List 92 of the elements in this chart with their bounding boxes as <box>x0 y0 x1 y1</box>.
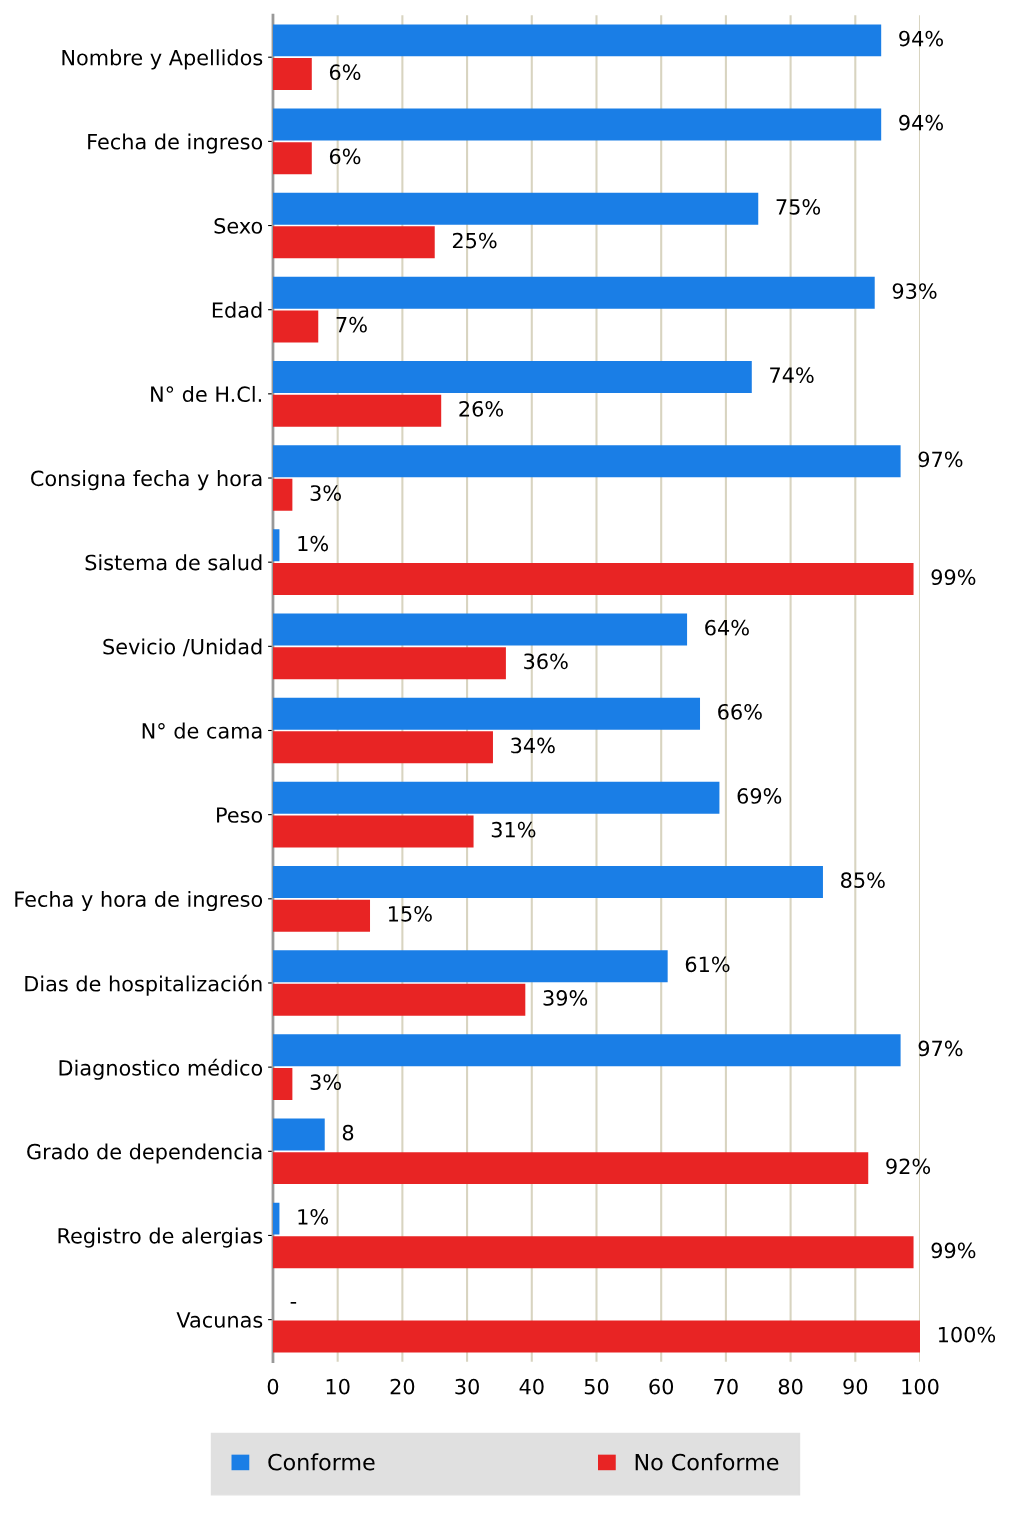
data-label: 94% <box>899 114 944 131</box>
data-label: 74% <box>770 367 814 384</box>
y-tick-label: Nombre y Apellidos <box>62 49 263 70</box>
bar <box>272 394 442 427</box>
data-label: 6% <box>329 64 361 81</box>
bar <box>272 478 293 511</box>
x-tick-label: 90 <box>843 1378 868 1395</box>
data-label: 100% <box>938 1326 996 1343</box>
x-tick-label: 40 <box>519 1378 544 1395</box>
bar <box>272 529 280 562</box>
x-tick-label: 100 <box>902 1378 939 1395</box>
y-tick-label: Diagnostico médico <box>59 1058 263 1080</box>
data-label: 3% <box>310 485 341 501</box>
bar <box>272 899 371 932</box>
x-tick-label: 60 <box>649 1378 674 1395</box>
y-tick-label: Peso <box>217 807 263 823</box>
x-tick-label: 70 <box>714 1378 738 1395</box>
data-label: 97% <box>918 1040 963 1057</box>
bar <box>272 613 688 646</box>
x-tick-label: 50 <box>584 1378 609 1395</box>
data-label: 99% <box>931 1242 976 1259</box>
bar <box>272 647 506 680</box>
data-label: - <box>290 1302 297 1304</box>
data-label: 85% <box>841 872 885 889</box>
y-tick-label: Fecha de ingreso <box>88 133 263 154</box>
bar <box>272 1152 869 1185</box>
bar <box>272 58 312 91</box>
data-label: 92% <box>886 1158 931 1175</box>
bar <box>272 731 493 764</box>
data-label: 39% <box>543 990 588 1006</box>
bar <box>272 108 882 141</box>
bar <box>272 1202 280 1235</box>
bar <box>272 781 720 814</box>
bar <box>272 192 759 225</box>
x-tick-label: 0 <box>267 1378 279 1395</box>
bar <box>272 310 319 343</box>
legend-label: Conforme <box>268 1453 375 1471</box>
bar <box>272 815 474 848</box>
legend-label: No Conforme <box>635 1453 779 1471</box>
data-label: 99% <box>931 569 976 586</box>
bar <box>272 24 882 57</box>
bar <box>272 276 875 309</box>
y-tick-label: Dias de hospitalización <box>25 974 262 996</box>
data-label: 66% <box>718 703 762 720</box>
y-tick-label: Vacunas <box>176 1312 263 1328</box>
y-tick-label: Grado de dependencia <box>27 1143 262 1164</box>
bar <box>272 1118 325 1151</box>
data-label: 15% <box>388 905 432 922</box>
x-tick-label: 30 <box>455 1378 479 1395</box>
y-tick-label: Sevicio /Unidad <box>103 638 262 657</box>
data-label: 69% <box>737 788 782 804</box>
data-label: 75% <box>776 198 821 215</box>
y-tick-label: Registro de alergias <box>58 1227 263 1248</box>
data-label: 94% <box>899 30 944 47</box>
bar <box>272 983 526 1016</box>
bar <box>272 361 752 394</box>
bar <box>272 226 435 259</box>
data-label: 1% <box>298 1208 329 1225</box>
data-label: 3% <box>310 1074 341 1091</box>
data-label: 93% <box>892 283 937 299</box>
bar <box>272 1236 914 1269</box>
data-label: 34% <box>511 737 555 754</box>
x-tick-label: 10 <box>326 1378 350 1395</box>
data-label: 64% <box>705 619 749 636</box>
data-label: 97% <box>918 451 963 468</box>
y-tick-label: Edad <box>212 301 262 318</box>
bar <box>272 1067 293 1100</box>
y-tick-label: N° de cama <box>142 722 262 739</box>
data-label: 26% <box>459 400 504 417</box>
x-tick-label: 80 <box>778 1378 803 1395</box>
x-tick-label: 20 <box>390 1378 415 1395</box>
bar <box>272 142 312 175</box>
data-label: 61% <box>685 956 730 973</box>
data-label: 36% <box>524 653 568 670</box>
bar <box>272 697 701 730</box>
data-label: 8 <box>342 1124 354 1141</box>
bar <box>272 1320 921 1353</box>
data-label: 6% <box>329 148 361 165</box>
data-label: 7% <box>336 316 367 333</box>
bar <box>272 950 668 983</box>
data-label: 31% <box>491 821 536 838</box>
data-label: 25% <box>452 232 497 249</box>
y-tick-label: Sexo <box>214 217 263 234</box>
data-label: 1% <box>298 535 329 552</box>
y-tick-label: Sistema de salud <box>85 554 262 571</box>
bar <box>272 865 823 898</box>
bar <box>272 563 914 595</box>
bar <box>272 1034 901 1067</box>
y-tick-label: Consigna fecha y hora <box>31 470 262 491</box>
bar <box>272 445 901 478</box>
y-tick-label: N° de H.Cl. <box>151 385 261 403</box>
y-tick-label: Fecha y hora de ingreso <box>15 890 263 912</box>
